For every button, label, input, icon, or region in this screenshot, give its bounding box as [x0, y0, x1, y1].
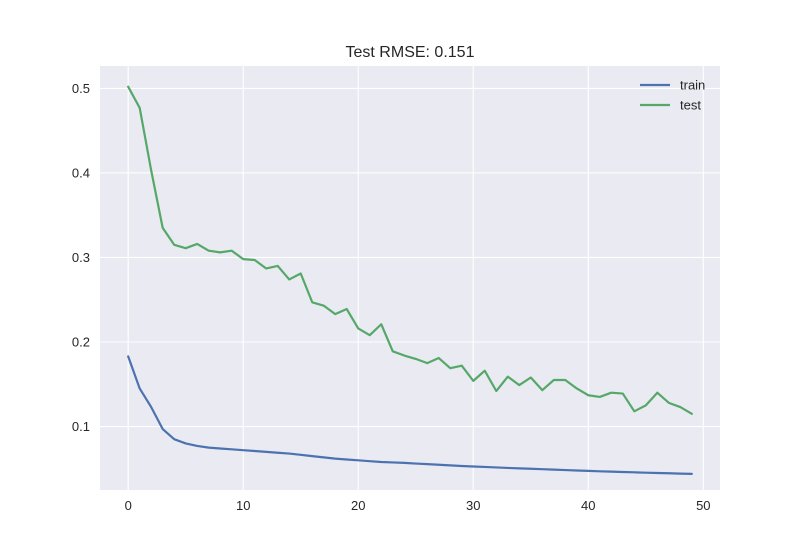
- y-tick-label: 0.2: [72, 334, 90, 349]
- series-line-train: [127, 355, 693, 475]
- tick-labels: 0 10 20 30 40 50 0.1 0.2 0.3 0.4 0.5: [72, 81, 711, 513]
- series-layer: [127, 85, 693, 475]
- y-tick-label: 0.5: [72, 81, 90, 96]
- legend-label-test: test: [680, 98, 701, 113]
- legend-label-train: train: [680, 78, 705, 93]
- x-tick-label: 30: [466, 498, 480, 513]
- grid: [100, 66, 720, 490]
- chart-title: Test RMSE: 0.151: [346, 44, 475, 61]
- series-line-test: [127, 85, 693, 415]
- legend: train test: [640, 78, 705, 113]
- x-tick-label: 10: [236, 498, 250, 513]
- y-tick-label: 0.4: [72, 165, 90, 180]
- x-tick-label: 50: [696, 498, 710, 513]
- x-tick-label: 0: [125, 498, 132, 513]
- y-tick-label: 0.1: [72, 419, 90, 434]
- plot-area: [100, 66, 720, 490]
- x-tick-label: 40: [581, 498, 595, 513]
- x-tick-label: 20: [351, 498, 365, 513]
- y-tick-label: 0.3: [72, 250, 90, 265]
